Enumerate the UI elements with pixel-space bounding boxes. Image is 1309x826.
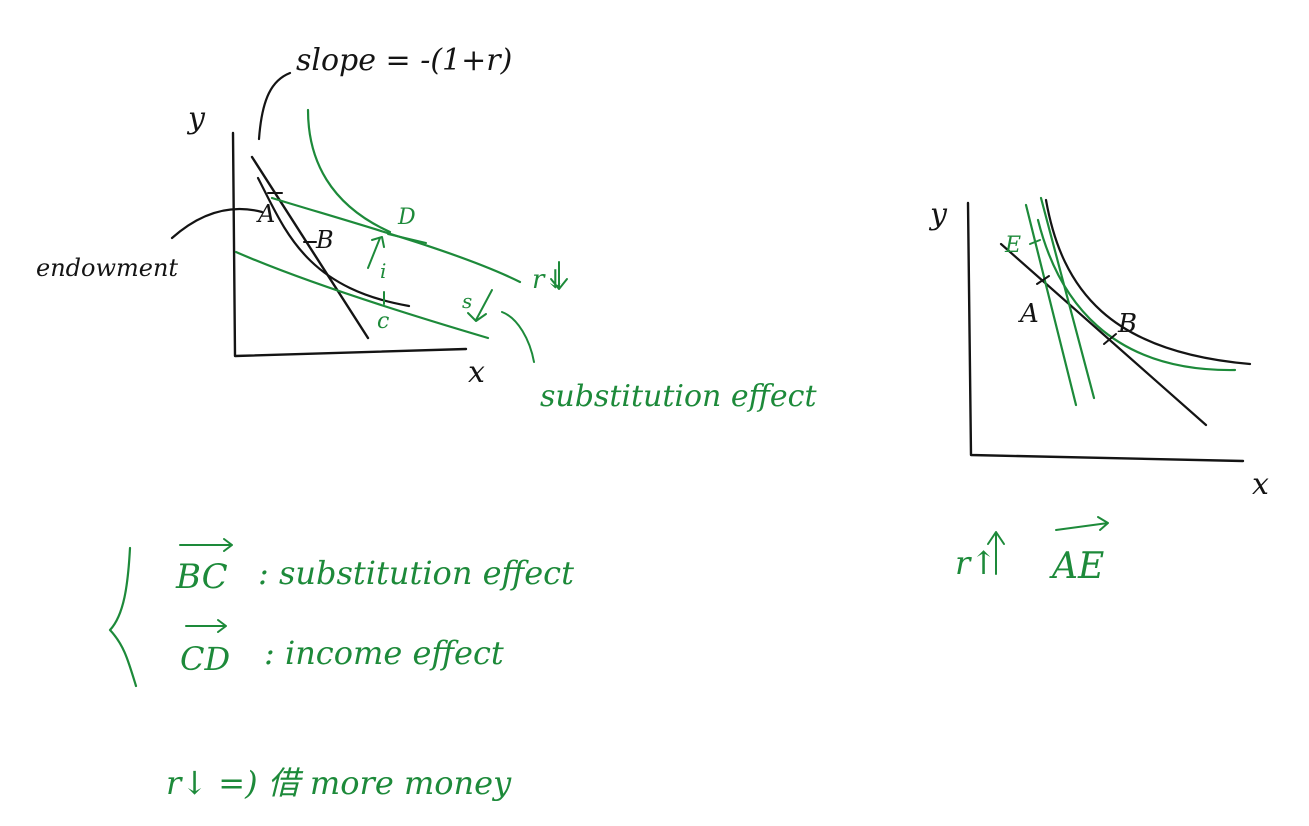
ae-vector-arrow: [1055, 516, 1109, 531]
left-x-axis-label: x: [468, 355, 485, 390]
notes: [108, 516, 1109, 688]
left-green-indifference-upper: [306, 108, 392, 234]
income-arrow: [367, 236, 385, 269]
left-diagram: [170, 71, 568, 363]
right-point-e-marker: [1029, 239, 1041, 245]
right-axes: [966, 201, 1245, 463]
left-point-d-label: D: [397, 205, 416, 230]
brace: [108, 546, 138, 688]
right-green-indifference: [1036, 218, 1237, 372]
right-point-e-label: E: [1004, 233, 1021, 258]
left-indifference-curve: [256, 176, 411, 308]
substitution-pointer: [501, 311, 535, 363]
left-axes: [231, 131, 468, 358]
right-y-axis-label: y: [928, 197, 948, 232]
left-green-budget-upper: [270, 196, 522, 284]
left-green-budget-lower: [234, 250, 490, 340]
right-point-b-marker: [1103, 333, 1117, 345]
income-arrow-label: i: [380, 259, 386, 283]
bottom-note: r↓ =) 借 more money: [166, 764, 512, 802]
left-point-b-label: B: [315, 226, 334, 254]
left-point-a-label: A: [256, 200, 275, 228]
ae-vector-label: AE: [1049, 546, 1104, 587]
slope-label: slope = -(1+r): [296, 43, 512, 78]
r-down-label: r↓: [532, 265, 566, 295]
slope-pointer: [257, 71, 292, 141]
left-y-axis-label: y: [186, 101, 206, 136]
bc-description: : substitution effect: [258, 554, 574, 592]
right-green-budget-2: [1039, 196, 1096, 400]
r-up-arrow: [987, 531, 1005, 575]
substitution-arrow-label: s: [462, 289, 472, 313]
r-up-label: r↑: [955, 544, 997, 582]
right-green-budget-1: [1024, 203, 1078, 407]
left-budget-line: [250, 155, 370, 340]
endowment-label: endowment: [36, 254, 178, 282]
right-indifference-curve: [1044, 198, 1252, 366]
right-diagram: [966, 196, 1252, 463]
cd-vector-arrow: [185, 619, 227, 633]
bc-vector-arrow: [179, 538, 233, 552]
substitution-arrow: [467, 289, 493, 322]
right-budget-line: [999, 242, 1208, 427]
right-point-a-marker: [1036, 275, 1050, 285]
right-point-a-label: A: [1018, 299, 1039, 329]
endowment-pointer: [170, 208, 264, 240]
cd-description: : income effect: [264, 634, 504, 672]
bc-vector-label: BC: [175, 557, 228, 597]
right-x-axis-label: x: [1252, 467, 1269, 502]
right-point-b-label: B: [1117, 309, 1137, 339]
cd-vector-label: CD: [180, 640, 230, 678]
point-d-marker: [387, 233, 427, 244]
substitution-effect-label: substitution effect: [540, 379, 817, 414]
left-point-c-label: c: [377, 309, 389, 334]
r-down-arrow: [550, 261, 568, 290]
